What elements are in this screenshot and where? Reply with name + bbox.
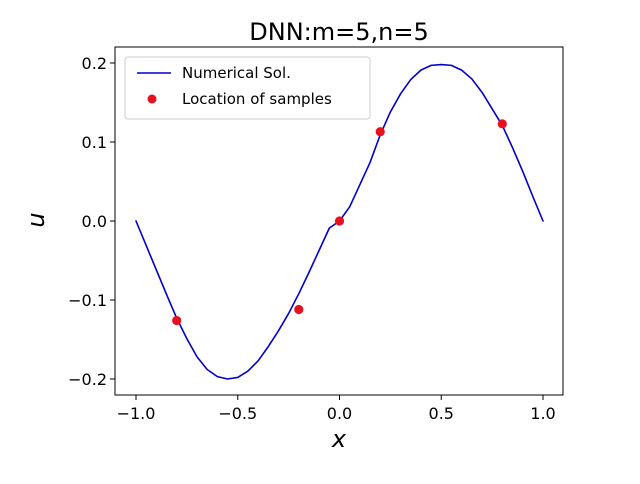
sample-point <box>375 127 385 137</box>
x-axis-label: x <box>331 425 347 453</box>
x-tick-label: 0.5 <box>429 404 454 423</box>
sample-point <box>172 315 182 326</box>
legend-dot-marker <box>147 94 157 104</box>
y-tick-label: −0.2 <box>68 370 107 389</box>
y-tick-label: 0.0 <box>82 212 107 231</box>
y-tick-label: 0.2 <box>82 54 107 73</box>
chart-title: DNN:m=5,n=5 <box>249 18 428 46</box>
x-tick-label: 0.0 <box>327 404 352 423</box>
y-axis-ticks: −0.2 −0.1 0.0 0.1 0.2 <box>68 54 115 389</box>
sample-point <box>334 216 345 226</box>
x-tick-label: −0.5 <box>218 404 257 423</box>
legend-label-samples: Location of samples <box>182 90 332 108</box>
sample-point <box>294 304 304 315</box>
x-axis-ticks: −1.0 −0.5 0.0 0.5 1.0 <box>117 395 556 423</box>
x-tick-label: 1.0 <box>530 404 555 423</box>
x-tick-label: −1.0 <box>117 404 156 423</box>
legend-label-numerical-solution: Numerical Sol. <box>182 64 291 82</box>
sample-point <box>497 119 507 129</box>
series-layer <box>135 63 544 380</box>
y-tick-label: −0.1 <box>68 291 107 310</box>
legend-box <box>124 56 371 120</box>
y-axis-label: u <box>22 212 50 227</box>
y-tick-label: 0.1 <box>82 133 107 152</box>
legend: Numerical Sol. Location of samples <box>124 56 371 120</box>
